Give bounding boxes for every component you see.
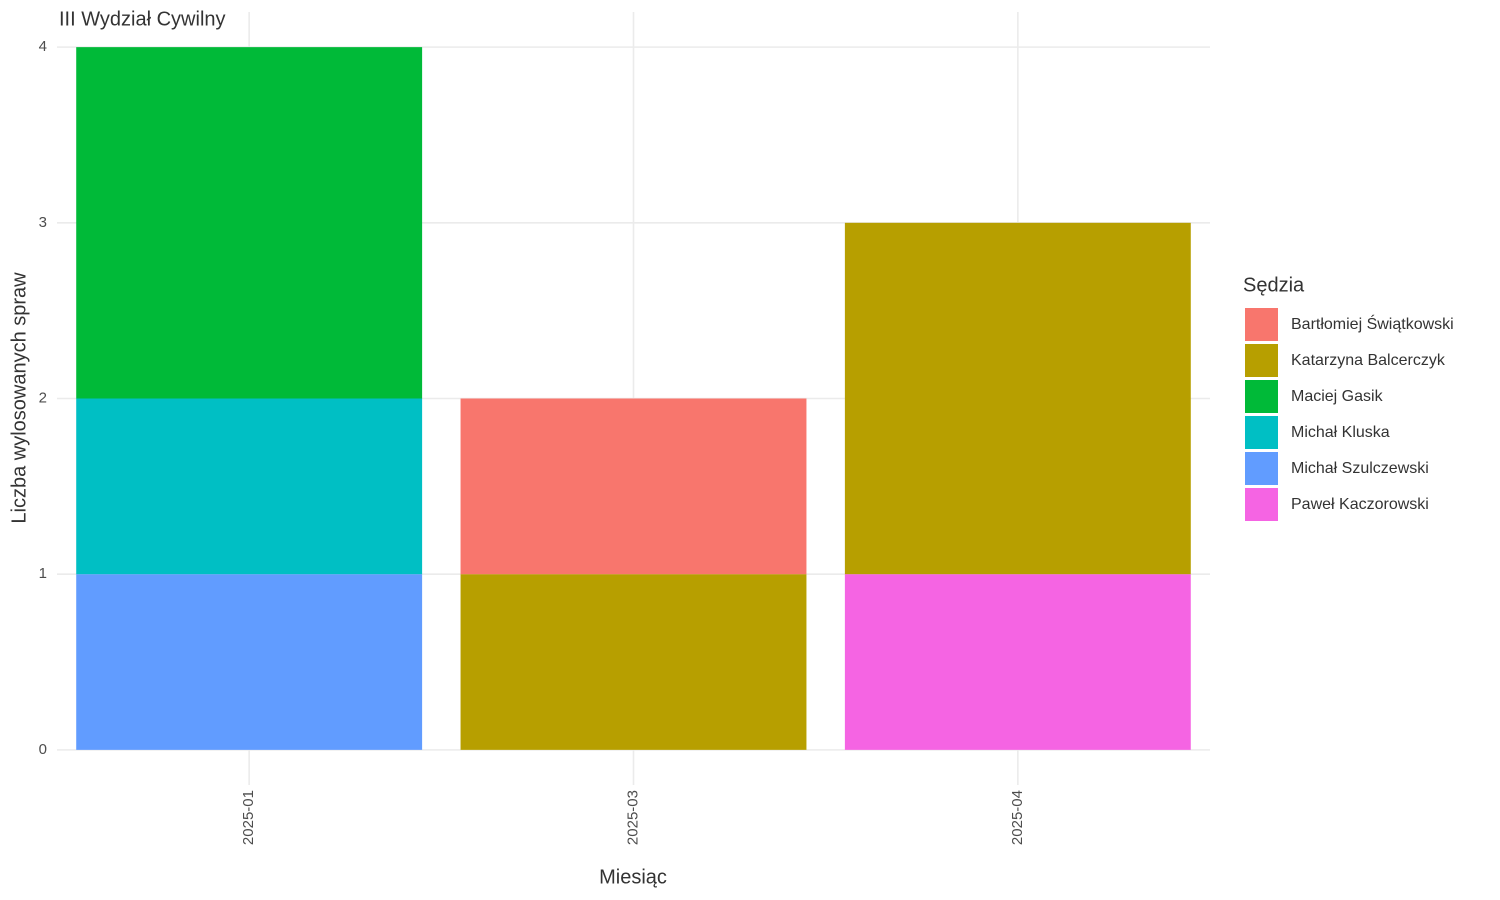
chart-title: III Wydział Cywilny xyxy=(59,8,226,30)
legend-key xyxy=(1245,344,1278,377)
y-axis-label: Liczba wylosowanych spraw xyxy=(8,272,30,524)
y-tick-label: 2 xyxy=(39,389,47,406)
legend-label: Katarzyna Balcerczyk xyxy=(1291,352,1446,369)
legend-key xyxy=(1245,416,1278,449)
bar-segment xyxy=(460,398,807,575)
legend-key xyxy=(1245,488,1278,521)
x-axis-label: Miesiąc xyxy=(599,866,667,888)
bar-segment xyxy=(76,574,423,750)
bar-segment xyxy=(844,574,1191,750)
legend-label: Michał Szulczewski xyxy=(1291,460,1429,477)
legend-key xyxy=(1245,308,1278,341)
legend-key xyxy=(1245,380,1278,413)
y-tick-label: 4 xyxy=(39,38,47,55)
y-tick-label: 3 xyxy=(39,214,47,231)
x-tick-label: 2025-01 xyxy=(240,790,257,845)
bar-segment xyxy=(460,574,807,750)
y-tick-label: 0 xyxy=(39,741,47,758)
legend-label: Paweł Kaczorowski xyxy=(1291,496,1429,513)
legend-key xyxy=(1245,452,1278,485)
bar-segment xyxy=(844,222,1191,575)
legend-label: Bartłomiej Świątkowski xyxy=(1291,314,1454,333)
x-tick-label: 2025-04 xyxy=(1009,790,1026,845)
legend-label: Michał Kluska xyxy=(1291,424,1390,441)
x-tick-label: 2025-03 xyxy=(624,790,641,845)
legend-title: Sędzia xyxy=(1243,274,1305,296)
legend-label: Maciej Gasik xyxy=(1291,388,1384,405)
y-tick-label: 1 xyxy=(39,565,47,582)
bar-segment xyxy=(76,47,423,399)
bar-segment xyxy=(76,398,423,575)
